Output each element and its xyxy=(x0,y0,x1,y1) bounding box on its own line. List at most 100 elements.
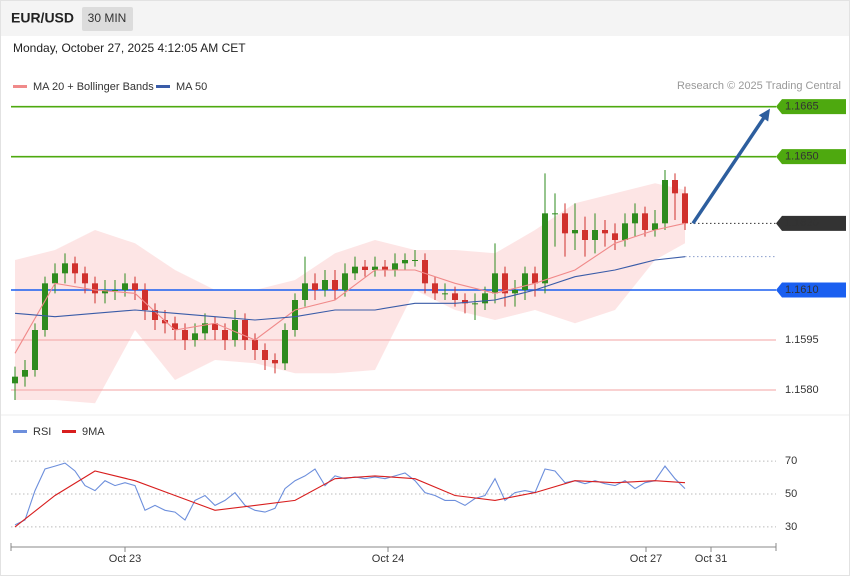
candle-body xyxy=(222,330,228,340)
symbol: EUR/USD xyxy=(11,10,74,26)
candle-body xyxy=(172,323,178,330)
candle-body xyxy=(282,330,288,364)
candle-body xyxy=(92,283,98,294)
legend-label: MA 20 + Bollinger Bands xyxy=(33,81,154,93)
candle-body xyxy=(592,230,598,240)
candle-body xyxy=(22,370,28,377)
candle-body xyxy=(392,263,398,270)
candle-body xyxy=(682,193,688,224)
candle-body xyxy=(272,360,278,364)
candle-body xyxy=(252,340,258,350)
candle-body xyxy=(322,280,328,290)
interval[interactable]: 30 MIN xyxy=(88,11,127,25)
overlay-line xyxy=(14,222,686,354)
legend-swatch xyxy=(156,85,170,88)
level-label: 1.1650 xyxy=(785,151,819,163)
overlay-line xyxy=(14,256,686,321)
candle-body xyxy=(662,180,668,224)
legend-label: RSI xyxy=(33,426,51,438)
x-tick-label: Oct 24 xyxy=(372,553,404,565)
candle-body xyxy=(502,273,508,294)
candle-body xyxy=(652,223,658,230)
level-label-box xyxy=(776,215,846,231)
candle-body xyxy=(582,230,588,240)
candle-body xyxy=(132,283,138,290)
candle-body xyxy=(72,263,78,274)
candle-body xyxy=(162,320,168,324)
y-tick-label: 50 xyxy=(785,488,797,500)
source: Research © 2025 Trading Central xyxy=(677,80,841,92)
candle-body xyxy=(292,300,298,330)
candle-body xyxy=(332,280,338,290)
candle-body xyxy=(312,283,318,290)
candle-body xyxy=(352,266,358,274)
level-label: 1.1595 xyxy=(785,334,819,346)
candle-body xyxy=(422,260,428,284)
candle-body xyxy=(562,213,568,234)
x-tick-label: Oct 23 xyxy=(109,553,141,565)
x-tick-label: Oct 31 xyxy=(695,553,727,565)
level-label: 1.1630 xyxy=(785,217,819,229)
candle-body xyxy=(472,303,478,305)
candle-body xyxy=(532,273,538,284)
candle-body xyxy=(382,266,388,270)
candle-body xyxy=(342,273,348,290)
candle-body xyxy=(542,213,548,284)
target-arrowhead xyxy=(758,108,770,122)
interval-box[interactable] xyxy=(82,7,133,31)
level-label: 1.1610 xyxy=(785,284,819,296)
candle-body xyxy=(552,213,558,215)
timestamp: Monday, October 27, 2025 4:12:05 AM CET xyxy=(13,41,246,55)
candle-body xyxy=(612,233,618,240)
candle-body xyxy=(182,330,188,340)
level-label-box xyxy=(776,282,846,298)
candle-body xyxy=(242,320,248,340)
target-arrow xyxy=(691,116,766,225)
candle-body xyxy=(482,293,488,304)
candle-body xyxy=(572,230,578,234)
candle-body xyxy=(112,290,118,291)
candle-body xyxy=(202,323,208,334)
y-tick-label: 70 xyxy=(785,455,797,467)
candle-body xyxy=(622,223,628,240)
candle-body xyxy=(492,273,498,294)
candle-body xyxy=(642,213,648,230)
level-label-box xyxy=(776,149,846,165)
candle-body xyxy=(12,376,18,384)
candle-body xyxy=(62,263,68,274)
candle-body xyxy=(432,283,438,294)
candle-body xyxy=(302,283,308,300)
candle-body xyxy=(452,293,458,300)
candle-body xyxy=(42,283,48,330)
candle-body xyxy=(672,180,678,194)
candle-body xyxy=(372,266,378,270)
candle-body xyxy=(602,230,608,234)
candle-body xyxy=(142,290,148,310)
level-label: 1.1580 xyxy=(785,384,819,396)
y-tick-label: 30 xyxy=(785,521,797,533)
legend-swatch xyxy=(13,85,27,88)
candle-body xyxy=(632,213,638,224)
candle-body xyxy=(462,300,468,304)
candle-body xyxy=(442,293,448,295)
legend-label: MA 50 xyxy=(176,81,207,93)
candle-body xyxy=(82,273,88,284)
candle-body xyxy=(402,260,408,264)
indicator-line xyxy=(14,470,686,528)
bollinger-band xyxy=(15,183,685,404)
x-tick-label: Oct 27 xyxy=(630,553,662,565)
level-label: 1.1665 xyxy=(785,101,819,113)
candle-body xyxy=(522,273,528,290)
level-label-box xyxy=(776,99,846,115)
candle-body xyxy=(232,320,238,340)
legend-swatch xyxy=(13,430,27,433)
candle-body xyxy=(212,323,218,330)
header-bar xyxy=(1,1,849,36)
candle-body xyxy=(192,333,198,340)
candle-body xyxy=(122,283,128,290)
candle-body xyxy=(512,290,518,294)
candle-body xyxy=(362,266,368,270)
legend-swatch xyxy=(62,430,76,433)
candle-body xyxy=(262,350,268,360)
